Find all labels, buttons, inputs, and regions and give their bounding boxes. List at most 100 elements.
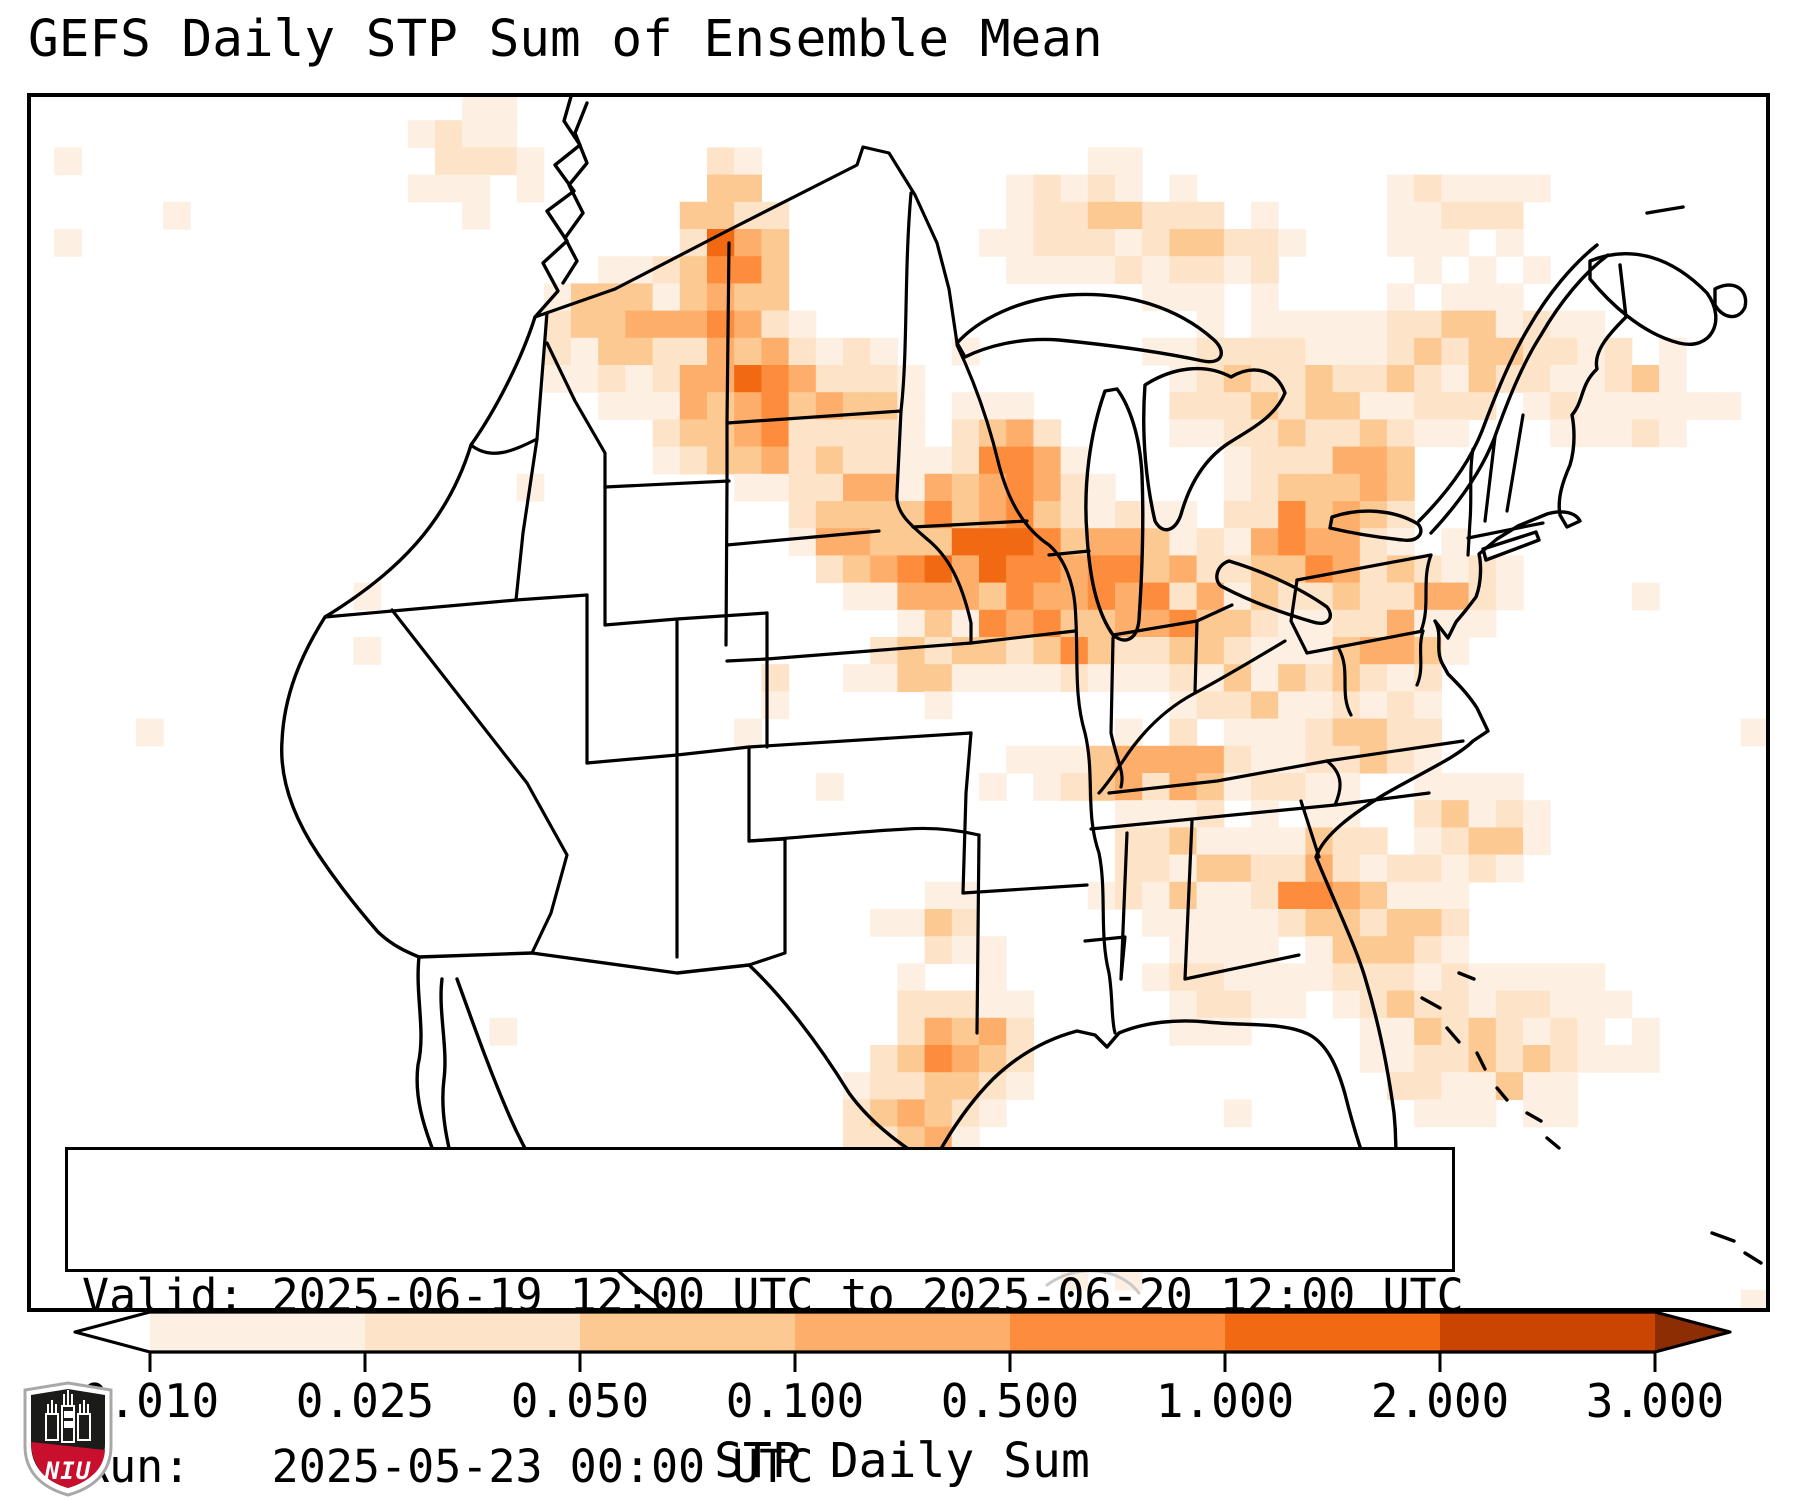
heat-cell [1305, 528, 1334, 556]
heat-cell [1468, 609, 1497, 638]
heat-cell [1251, 256, 1279, 284]
pa-east-border [1419, 553, 1433, 633]
heat-cell [1414, 174, 1442, 203]
heat-cell [1414, 1017, 1442, 1046]
heat-cell [1332, 963, 1361, 992]
heat-cell [1332, 392, 1361, 420]
niu-logo: NIU [23, 1381, 113, 1497]
heat-cell [897, 1072, 926, 1100]
heat-cell [1060, 201, 1089, 230]
heat-cell [1305, 365, 1334, 393]
heat-cell [843, 555, 871, 584]
heat-cell [1523, 256, 1551, 284]
heat-cell [1223, 609, 1252, 638]
heat-cell [1604, 1045, 1633, 1073]
heat-cell [1604, 365, 1633, 393]
heat-cell [1387, 1017, 1415, 1046]
lake-superior [955, 292, 1223, 364]
heat-cell [1441, 201, 1470, 230]
heat-cell [734, 337, 762, 366]
heat-cell [788, 365, 817, 393]
heat-cell [870, 909, 898, 937]
heat-cell [1142, 664, 1170, 692]
heat-cell [734, 283, 762, 312]
heat-cell [1523, 392, 1551, 420]
heat-cell [1196, 419, 1225, 448]
heat-cell [1033, 773, 1062, 801]
heat-cell [1251, 909, 1279, 937]
heat-cell [815, 337, 844, 366]
heat-cell [516, 174, 545, 203]
heat-cell [1414, 337, 1442, 366]
heat-cell [951, 881, 980, 910]
heat-cell [1305, 310, 1334, 339]
heat-cell [924, 1045, 953, 1073]
gulf-and-atlantic-coast [930, 315, 1628, 1213]
heat-cell [843, 365, 871, 393]
tx-la-border [975, 833, 981, 1035]
heat-cell [897, 609, 926, 638]
heat-cell [1223, 392, 1252, 420]
heat-cell [979, 664, 1007, 692]
heat-cell [1523, 827, 1551, 856]
heat-cell [1359, 936, 1388, 964]
heat-cell [1196, 310, 1225, 339]
heat-cell [979, 1017, 1007, 1046]
heat-cell [1387, 582, 1415, 611]
ar-la-border [961, 883, 1089, 895]
heat-cell [1006, 582, 1034, 611]
heat-cell [979, 936, 1007, 964]
colorbar-tick-label: 1.000 [1156, 1374, 1294, 1428]
heat-cell [1033, 174, 1062, 203]
heat-cell [1305, 419, 1334, 448]
heat-cell [1359, 365, 1388, 393]
heat-cell [1387, 909, 1415, 937]
heat-cell [1251, 446, 1279, 475]
heat-cell [734, 392, 762, 420]
heat-cell [1196, 827, 1225, 856]
heat-cell [1577, 310, 1606, 339]
prince-edward-island [1645, 205, 1685, 215]
heat-cell [1495, 773, 1524, 801]
heat-cell [1414, 392, 1442, 420]
heat-cell [625, 310, 654, 339]
heat-cell [1414, 909, 1442, 937]
heat-cell [1332, 637, 1361, 665]
valid-text: Valid: 2025-06-19 12:00 UTC to 2025-06-2… [82, 1269, 1464, 1322]
heat-cell [652, 256, 681, 284]
heat-cell [1495, 283, 1524, 312]
heat-cell [1577, 1017, 1606, 1046]
heat-cell [435, 174, 463, 203]
heat-cell [761, 283, 790, 312]
heat-cell [1060, 473, 1089, 502]
mississippi-river [955, 343, 1117, 1035]
heat-cell [924, 1072, 953, 1100]
heat-cell [734, 174, 762, 203]
ia-mo-border [969, 629, 1077, 645]
heat-cell [707, 365, 735, 393]
heat-cell [1223, 718, 1252, 747]
ga-sc-border [1299, 799, 1321, 859]
heat-cell [1223, 990, 1252, 1019]
heat-cell [1006, 419, 1034, 448]
heat-cell [1278, 446, 1306, 475]
colorbar-bin-3 [795, 1312, 1010, 1352]
heat-cell [951, 936, 980, 964]
heat-cell [707, 256, 735, 284]
heat-cell [788, 337, 817, 366]
heat-cell [1495, 201, 1524, 230]
heat-cell [652, 419, 681, 448]
bahamas-islands [1420, 971, 1763, 1265]
heat-cell [1387, 936, 1415, 964]
heat-cell [571, 310, 599, 339]
heat-cell [1278, 990, 1306, 1019]
heat-cell [1169, 745, 1198, 774]
heat-cell [1006, 229, 1034, 257]
heat-cell [1033, 473, 1062, 502]
heat-cell [897, 664, 926, 692]
heat-cell [598, 256, 626, 284]
heat-cell [1387, 337, 1415, 366]
heat-cell [761, 229, 790, 257]
heat-cell [1305, 446, 1334, 475]
heat-cell [1468, 990, 1497, 1019]
